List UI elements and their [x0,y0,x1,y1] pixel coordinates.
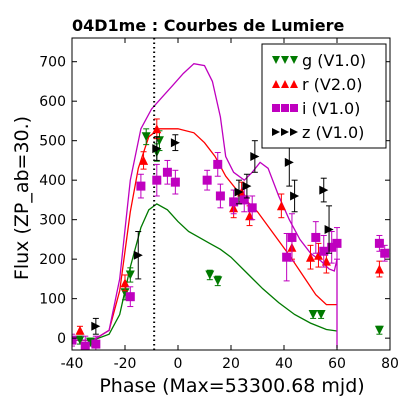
data-point-1-0 [75,325,85,335]
data-point-2-10 [215,191,225,201]
data-point-2-1 [80,341,90,350]
data-point-0-4 [141,132,151,142]
data-point-3-7 [284,157,294,167]
legend-marker-3-2 [290,128,298,136]
y-tick-label-4: 400 [39,173,66,189]
y-tick-label-5: 500 [39,134,66,150]
legend-marker-0-2 [290,56,298,64]
legend-marker-3-1 [281,128,289,136]
y-tick-label-3: 300 [39,213,66,229]
x-tick-label-3: 20 [222,356,240,372]
model-curve-1 [72,128,337,341]
x-axis-label: Phase (Max=53300.68 mjd) [99,375,364,397]
data-point-2-19 [332,238,342,248]
data-point-2-17 [319,246,329,256]
data-point-0-11 [374,325,384,335]
data-point-1-10 [314,250,323,260]
y-tick-label-6: 600 [39,94,66,110]
y-tick-label-2: 200 [39,252,66,268]
model-curve-2 [72,63,338,348]
data-point-3-10 [324,225,334,234]
legend-marker-0-1 [281,56,289,64]
chart-title: 04D1me : Courbes de Lumiere [72,16,345,35]
legend-marker-2-0 [272,104,280,112]
plot-content [72,38,390,350]
x-tick-label-0: -40 [61,356,84,372]
legend-marker-1-2 [290,80,298,88]
x-tick-label-2: 0 [174,356,183,372]
data-point-0-8 [213,276,223,286]
data-point-2-21 [380,248,390,258]
legend-marker-1-1 [281,80,289,88]
legend-label-0: g (V1.0) [302,51,366,70]
data-point-3-3 [170,138,180,148]
data-point-2-3 [125,292,135,302]
legend-marker-2-2 [290,104,298,112]
data-point-2-4 [136,181,146,191]
legend-label-3: z (V1.0) [302,123,364,142]
y-tick-label-1: 100 [39,292,66,308]
data-point-1-12 [374,264,384,274]
y-tick-label-0: 0 [57,331,66,347]
data-point-3-0 [91,321,101,331]
data-point-1-6 [245,211,255,221]
data-point-2-14 [282,252,292,262]
data-point-2-5 [152,175,162,185]
data-point-2-13 [247,203,257,213]
x-tick-label-1: -20 [114,356,137,372]
data-point-3-6 [250,152,260,161]
data-point-3-9 [319,185,329,195]
data-point-1-3 [152,124,162,134]
legend-marker-3-0 [272,128,280,136]
data-point-0-9 [308,310,318,319]
legend-label-2: i (V1.0) [302,99,360,118]
data-point-1-1 [120,278,130,288]
data-point-0-0 [75,335,85,345]
legend-label-1: r (V2.0) [302,75,363,94]
data-point-1-9 [306,252,315,262]
legend-marker-2-1 [281,104,289,112]
data-point-1-2 [139,155,149,165]
data-point-2-11 [229,197,239,207]
data-point-2-16 [311,232,321,242]
x-tick-label-4: 40 [275,356,293,372]
data-point-2-9 [213,159,223,169]
x-tick-label-5: 60 [328,356,346,372]
data-point-2-0 [72,335,77,345]
data-point-2-6 [162,167,172,177]
data-point-2-7 [170,177,180,187]
y-axis-label: Flux (ZP_ab=30.) [11,116,33,280]
data-point-3-2 [152,144,162,154]
data-point-2-12 [239,195,249,205]
data-point-3-1 [133,250,143,260]
data-point-0-7 [205,270,215,280]
data-point-0-3 [125,270,135,280]
data-point-2-8 [202,175,212,185]
data-point-2-20 [374,238,384,248]
x-tick-label-6: 80 [381,356,399,372]
data-point-3-5 [242,181,252,191]
data-point-3-8 [290,191,300,201]
legend-marker-0-0 [272,56,280,64]
plot-area: -40 -20 0 20 40 60 80 0 100 200 300 400 500 600 700 g (… [39,37,399,372]
data-point-2-15 [287,232,297,242]
data-point-2-18 [327,242,337,252]
y-tick-label-7: 700 [39,55,66,71]
data-point-1-7 [276,201,286,211]
data-point-0-10 [316,310,326,319]
data-point-3-4 [234,187,244,197]
data-point-2-2 [91,339,101,349]
legend-marker-1-0 [272,80,280,88]
